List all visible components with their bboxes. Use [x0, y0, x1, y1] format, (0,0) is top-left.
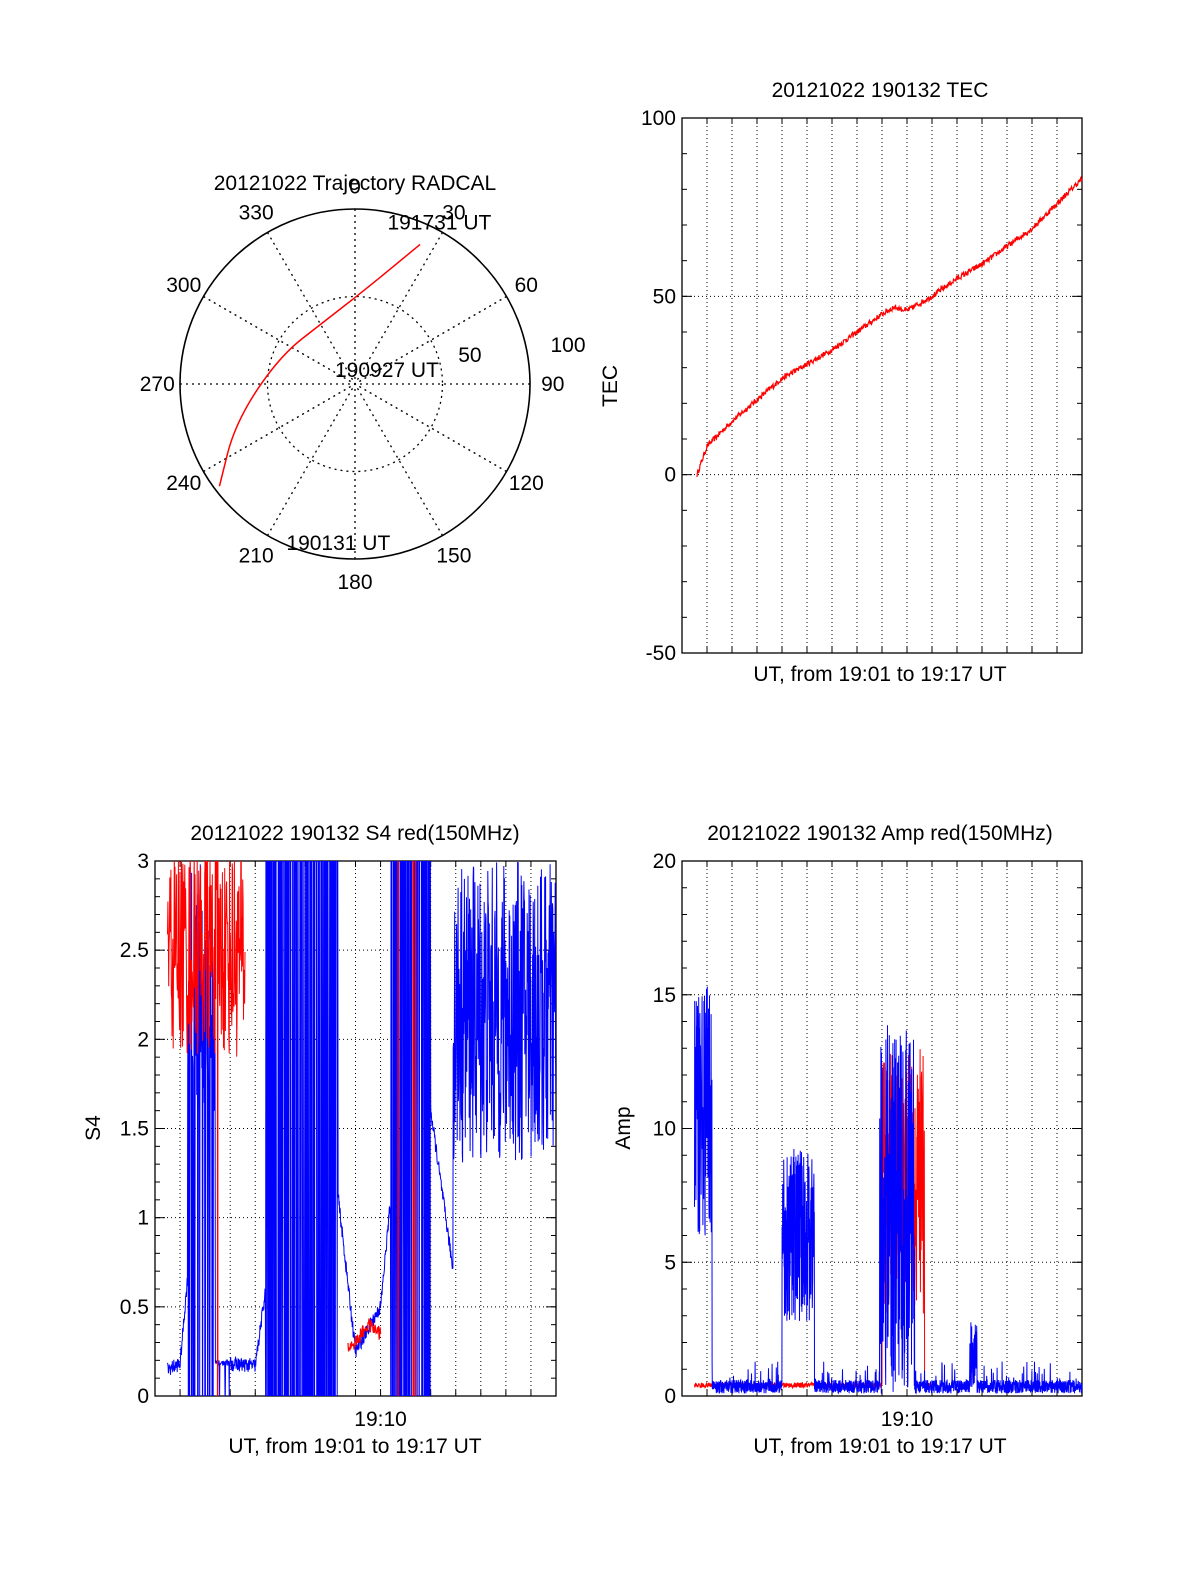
y-tick-label: 20 — [653, 850, 676, 873]
polar-annotation: 191731 UT — [387, 212, 491, 235]
tec-plot: 20121022 190132 TEC UT, from 19:01 to 19… — [599, 79, 1083, 686]
y-tick-label: 0.5 — [120, 1296, 149, 1319]
polar-title: 20121022 Trajectory RADCAL — [214, 172, 497, 195]
polar-angle-label: 210 — [239, 544, 274, 567]
x-tick-label: 19:10 — [354, 1408, 407, 1431]
polar-angle-label: 30 — [442, 202, 465, 225]
s4-ylabel: S4 — [82, 1115, 105, 1141]
x-tick-label: 19:10 — [881, 1408, 934, 1431]
y-tick-label: 2 — [137, 1028, 149, 1051]
amp-xlabel: UT, from 19:01 to 19:17 UT — [753, 1435, 1006, 1458]
y-tick-label: 0 — [664, 1385, 676, 1408]
polar-angle-label: 90 — [541, 373, 564, 396]
y-tick-label: 15 — [653, 984, 676, 1007]
polar-annotation: 190131 UT — [286, 532, 390, 555]
plot-frame — [681, 117, 1083, 654]
polar-angle-label: 240 — [166, 472, 201, 495]
s4-blue-series-line — [167, 861, 556, 1396]
polar-angle-label: 270 — [140, 373, 175, 396]
polar-angle-label: 330 — [239, 202, 274, 225]
y-tick-label: 3 — [137, 850, 149, 873]
amp-plot: 20121022 190132 Amp red(150MHz) UT, from… — [612, 822, 1083, 1458]
amp-title: 20121022 190132 Amp red(150MHz) — [707, 822, 1053, 845]
y-tick-label: 1 — [137, 1207, 149, 1230]
amp-ylabel: Amp — [612, 1106, 635, 1149]
y-tick-label: 2.5 — [120, 939, 149, 962]
s4-red-series-line — [347, 1318, 382, 1352]
y-tick-label: -50 — [646, 642, 676, 665]
y-tick-label: 100 — [641, 107, 676, 130]
tec-ylabel: TEC — [599, 365, 622, 407]
polar-grid-circle — [266, 295, 444, 473]
tec-xlabel: UT, from 19:01 to 19:17 UT — [753, 663, 1006, 686]
polar-outer-circle — [179, 208, 531, 560]
y-tick-label: 0 — [137, 1385, 149, 1408]
s4-plot: 20121022 190132 S4 red(150MHz) UT, from … — [82, 822, 557, 1458]
s4-title: 20121022 190132 S4 red(150MHz) — [190, 822, 519, 845]
polar-angle-label: 180 — [337, 571, 372, 594]
y-tick-label: 5 — [664, 1251, 676, 1274]
polar-angle-label: 300 — [166, 274, 201, 297]
y-tick-label: 1.5 — [120, 1118, 149, 1141]
plot-frame — [154, 860, 557, 1397]
polar-angle-label: 60 — [515, 274, 538, 297]
polar-radial-tick: 100 — [550, 334, 585, 357]
s4-red-series-line — [167, 861, 246, 1057]
tec-series-line — [696, 175, 1083, 478]
polar-spoke — [266, 232, 444, 536]
polar-annotation: 190927 UT — [335, 359, 439, 382]
y-tick-label: 50 — [653, 285, 676, 308]
polar-trajectory-line — [218, 243, 421, 487]
tec-title: 20121022 190132 TEC — [772, 79, 989, 102]
polar-angle-label: 0 — [349, 175, 361, 198]
polar-trajectory-plot: 20121022 Trajectory RADCAL 0 30 60 90 120 150… — [140, 172, 586, 594]
amp-blue-series-line — [694, 986, 1083, 1395]
polar-angle-label: 150 — [436, 544, 471, 567]
y-tick-label: 0 — [664, 464, 676, 487]
plot-frame — [681, 860, 1083, 1397]
s4-xlabel: UT, from 19:01 to 19:17 UT — [228, 1435, 481, 1458]
polar-angle-label: 120 — [509, 472, 544, 495]
polar-radial-tick: 50 — [458, 344, 481, 367]
y-tick-label: 10 — [653, 1118, 676, 1141]
